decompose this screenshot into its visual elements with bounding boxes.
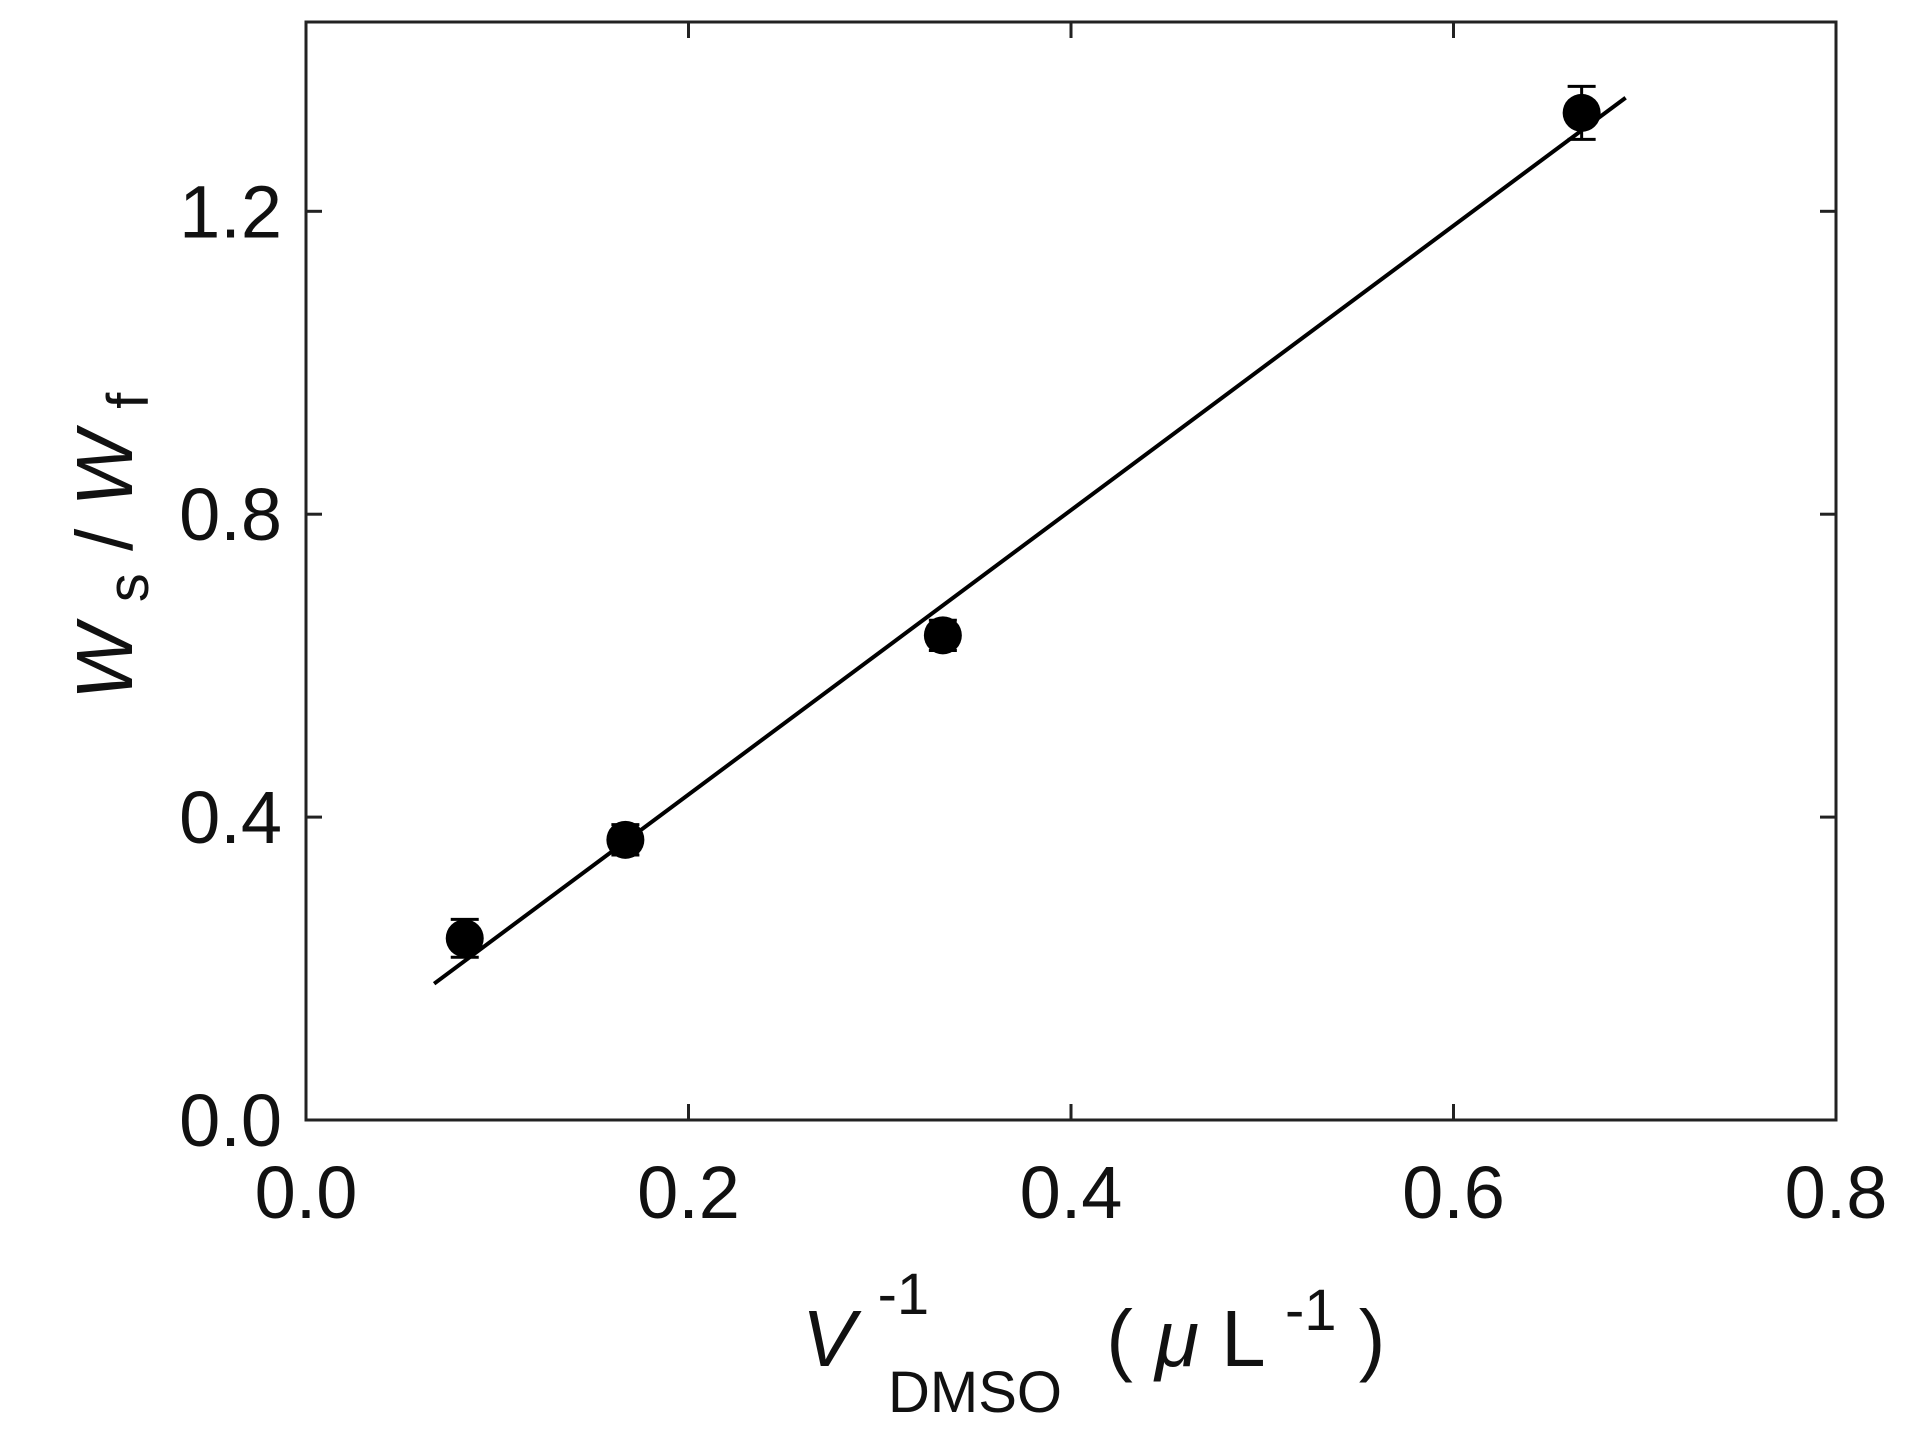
- y-label-slash: /: [60, 507, 149, 551]
- data-point: [606, 820, 645, 859]
- x-label-unit-close: ): [1359, 1294, 1386, 1383]
- y-tick-label: 0.8: [179, 473, 282, 556]
- y-label-den-sub: f: [96, 392, 161, 409]
- y-tick-label: 0.4: [179, 776, 282, 859]
- y-label-den-main: W: [60, 425, 149, 507]
- x-tick-label: 0.4: [1020, 1151, 1123, 1234]
- data-point: [445, 919, 484, 958]
- x-tick-label: 0.0: [255, 1151, 358, 1234]
- x-label-subscript: DMSO: [888, 1360, 1062, 1425]
- data-point: [923, 616, 962, 655]
- ticks: [304, 22, 1838, 1122]
- plot-frame: [304, 20, 1838, 1122]
- y-label-num-sub: s: [96, 573, 161, 602]
- x-label-superscript: -1: [878, 1262, 930, 1327]
- tick-labels: 0.0 0.2 0.4 0.6 0.8 0.0 0.4 0.8 1.2: [179, 170, 1887, 1234]
- x-label-unit-L: L: [1221, 1294, 1263, 1383]
- y-axis-label: W s / W f: [60, 392, 165, 700]
- data-point: [1562, 93, 1601, 132]
- y-label-num-main: W: [60, 618, 149, 700]
- data-points: [445, 93, 1601, 958]
- x-tick-label: 0.8: [1785, 1151, 1888, 1234]
- y-tick-label: 0.0: [179, 1079, 282, 1162]
- x-label-unit-mu: μ: [1153, 1294, 1199, 1383]
- x-tick-label: 0.6: [1402, 1151, 1505, 1234]
- x-axis-label: V -1 DMSO ( μ L -1 ): [802, 1242, 1385, 1429]
- x-label-unit-superscript: -1: [1285, 1278, 1337, 1343]
- x-tick-label: 0.2: [637, 1151, 740, 1234]
- x-label-unit-open: (: [1106, 1294, 1133, 1383]
- x-label-main: V: [802, 1294, 862, 1383]
- y-tick-label: 1.2: [179, 170, 282, 253]
